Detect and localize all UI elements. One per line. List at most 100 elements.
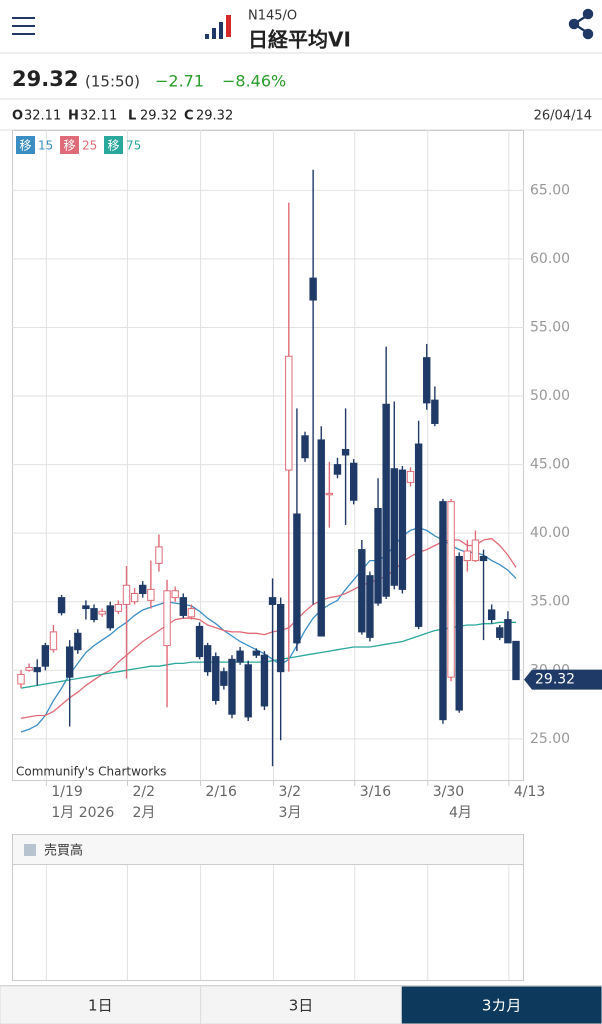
logo-bar bbox=[226, 15, 231, 37]
legend-badge bbox=[60, 136, 79, 154]
candle-body bbox=[463, 550, 472, 562]
candle-body bbox=[301, 435, 309, 459]
candle-body bbox=[65, 646, 74, 678]
candle-body bbox=[228, 658, 236, 715]
candle-body bbox=[268, 597, 277, 605]
grid: 25.0030.0035.0040.0045.0050.0055.0060.00… bbox=[12, 130, 570, 821]
logo-bar bbox=[219, 22, 223, 39]
candle-body bbox=[244, 664, 252, 718]
x-tick-label: 3/2 bbox=[279, 784, 302, 800]
marks: 移 15 移 25 移 75 29.32 bbox=[16, 136, 602, 767]
candle-body bbox=[41, 645, 50, 667]
candle-body bbox=[74, 632, 82, 651]
tab-label: 3カ月 bbox=[482, 997, 522, 1015]
candle-body bbox=[414, 443, 423, 627]
month-label: 4月 bbox=[449, 805, 472, 821]
legend-badge bbox=[16, 136, 35, 154]
candle-body bbox=[49, 631, 58, 651]
candle-body bbox=[447, 501, 455, 678]
y-tick-label: 25.00 bbox=[530, 731, 570, 747]
price: 29.32 bbox=[12, 67, 78, 91]
share-dot bbox=[582, 28, 594, 40]
share-button[interactable] bbox=[568, 8, 594, 40]
candle-body bbox=[325, 492, 334, 496]
volume-grid bbox=[45, 865, 510, 980]
candle-body bbox=[57, 597, 66, 614]
legend-label: 25 bbox=[82, 139, 97, 153]
candle-body bbox=[350, 462, 358, 501]
x-tick-label: 3/16 bbox=[360, 784, 392, 800]
candle-body bbox=[382, 403, 390, 597]
candle-body bbox=[471, 539, 480, 562]
candle-body bbox=[187, 608, 196, 618]
candle-body bbox=[25, 667, 33, 671]
candle-body bbox=[82, 605, 90, 610]
candle-body bbox=[333, 464, 342, 475]
candle-body bbox=[276, 603, 285, 673]
month-label: 2月 bbox=[132, 805, 155, 821]
candle-body bbox=[479, 555, 488, 562]
x-tick-label: 1/19 bbox=[51, 784, 82, 800]
candle-body bbox=[236, 650, 244, 663]
ma-line bbox=[20, 527, 517, 733]
candle-body bbox=[496, 627, 504, 638]
tab[interactable] bbox=[400, 985, 602, 1024]
candle-body bbox=[106, 605, 114, 629]
candle-body bbox=[220, 671, 228, 686]
x-tick-label: 2/2 bbox=[132, 784, 155, 800]
ohlc-label: O bbox=[12, 109, 23, 124]
y-tick-label: 50.00 bbox=[530, 388, 570, 404]
month-label: 1月 2026 bbox=[51, 805, 114, 821]
legend-badge-text: 移 bbox=[63, 139, 75, 153]
tab[interactable] bbox=[0, 985, 202, 1024]
last-value-label: 29.32 bbox=[535, 672, 575, 688]
candle-body bbox=[487, 609, 496, 621]
x-tick-label: 3/30 bbox=[433, 784, 464, 800]
ohlc-label: H bbox=[68, 109, 79, 124]
candle-body bbox=[130, 593, 139, 603]
candle-body bbox=[252, 650, 261, 656]
month-label: 3月 bbox=[279, 805, 302, 821]
candle-body bbox=[17, 673, 25, 685]
candle-body bbox=[33, 667, 41, 673]
legend-label: 15 bbox=[38, 139, 53, 153]
candle-body bbox=[374, 507, 382, 604]
candle-body bbox=[317, 439, 325, 637]
candle-body bbox=[341, 449, 350, 456]
ohlc-value: 32.11 bbox=[80, 109, 117, 124]
candle-body bbox=[114, 603, 123, 612]
volume-title: 売買高 bbox=[44, 843, 83, 859]
candle-body bbox=[171, 590, 179, 599]
candle-body bbox=[309, 277, 317, 301]
candle-body bbox=[398, 469, 407, 590]
x-tick-label: 4/13 bbox=[514, 784, 545, 800]
tab-label: 3日 bbox=[289, 997, 314, 1015]
time: (15:50) bbox=[85, 73, 140, 91]
legend-badge-text: 移 bbox=[107, 139, 119, 153]
candle-body bbox=[212, 656, 220, 701]
candle-body bbox=[512, 640, 520, 681]
y-tick-label: 45.00 bbox=[530, 457, 570, 473]
candle-body bbox=[455, 555, 463, 711]
legend-badge-text: 移 bbox=[19, 139, 31, 153]
candle-body bbox=[195, 625, 204, 658]
ohlc-label: C bbox=[184, 109, 194, 124]
candle-body bbox=[439, 501, 447, 721]
ma-line bbox=[20, 621, 516, 689]
menu-button[interactable] bbox=[12, 17, 35, 35]
candle-body bbox=[390, 468, 398, 586]
candle-body bbox=[285, 355, 293, 471]
y-tick-label: 55.00 bbox=[530, 319, 570, 335]
share-dot bbox=[582, 8, 594, 20]
ohlc-label: L bbox=[128, 109, 136, 124]
candle-body bbox=[98, 610, 106, 615]
legend-badge bbox=[104, 136, 123, 154]
candle-body bbox=[406, 470, 415, 483]
tab[interactable] bbox=[200, 985, 402, 1024]
legend-label: 75 bbox=[126, 139, 141, 153]
y-tick-label: 40.00 bbox=[530, 525, 570, 541]
candle-body bbox=[90, 608, 98, 621]
change: −2.71 bbox=[155, 72, 204, 91]
